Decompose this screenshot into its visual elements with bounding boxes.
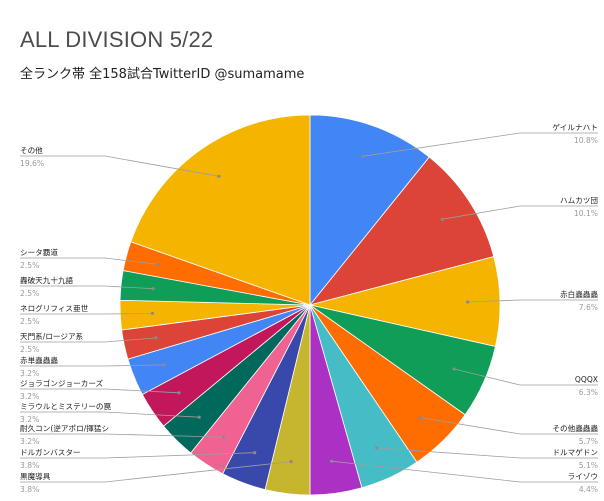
slice-percent: 10.8%	[574, 136, 598, 145]
slice-anchor-dot	[222, 435, 226, 439]
slice-anchor-dot	[150, 311, 155, 315]
slice-label: ネログリフィス亜世	[20, 303, 89, 313]
slice-leader-line	[362, 132, 598, 157]
slice-percent: 3.2%	[20, 392, 39, 401]
slice-leader-line	[20, 313, 153, 315]
slice-leader-line	[20, 337, 156, 343]
slice-label: 黒魔導具	[20, 471, 51, 481]
slice-leader-line	[442, 205, 598, 220]
slice-leader-line	[20, 285, 154, 290]
slice-anchor-dot	[154, 336, 158, 340]
slice-leader-line	[454, 368, 598, 386]
slice-anchor-dot	[217, 174, 221, 178]
slice-anchor-dot	[440, 217, 444, 221]
slice-percent: 3.2%	[20, 369, 39, 378]
slice-anchor-dot	[253, 451, 257, 455]
slice-label: ライゾウ	[568, 472, 598, 481]
slice-leader-line	[20, 411, 200, 418]
slice-percent: 2.5%	[20, 345, 39, 354]
slice-percent: 10.1%	[574, 209, 598, 218]
slice-percent: 3.8%	[20, 461, 39, 470]
slice-anchor-dot	[156, 262, 160, 266]
slice-percent: 5.1%	[579, 461, 598, 470]
slice-percent: 3.2%	[20, 437, 39, 446]
slice-leader-line	[20, 388, 180, 394]
slice-anchor-dot	[162, 363, 166, 367]
slice-percent: 7.6%	[579, 303, 598, 312]
slice-label: ドルガンバスター	[20, 447, 81, 457]
slice-percent: 4.4%	[579, 485, 598, 494]
slice-label: 赤白蟲蟲蟲	[560, 289, 598, 299]
slice-label: 赤単蟲蟲蟲	[20, 355, 58, 365]
slice-leader-line	[467, 299, 598, 303]
pie-labels: ゲイルナハト 10.8% ハムカツ団 10.1% 赤白蟲蟲蟲 7.6% QQQX 6.3% その…	[20, 123, 598, 494]
pie-slices	[119, 114, 501, 496]
slice-leader-line	[331, 460, 598, 483]
slice-anchor-dot	[289, 460, 293, 464]
slice-anchor-dot	[418, 416, 423, 420]
slice-leader-line	[20, 155, 219, 177]
slice-percent: 19.6%	[20, 159, 44, 168]
chart-subtitle: 全ランク帯 全158試合TwitterID @sumamame	[20, 67, 305, 82]
slice-label: QQQX	[575, 375, 598, 384]
slice-percent: 3.8%	[20, 485, 39, 494]
slice-anchor-dot	[151, 287, 155, 291]
slice-percent: 2.5%	[20, 261, 39, 270]
slice-anchor-dot	[466, 300, 470, 304]
slice-label: ミラウルとミステリーの罠	[20, 402, 112, 411]
slice-leader-line	[376, 447, 598, 459]
slice-anchor-dot	[360, 154, 365, 158]
slice-percent: 5.7%	[579, 437, 598, 446]
slice-leader-line	[20, 433, 224, 438]
chart-title: ALL DIVISION 5/22	[20, 27, 214, 52]
slice-leader-line	[20, 364, 165, 367]
slice-label: 轟破天九十九語	[20, 275, 74, 285]
pie-slice	[309, 114, 430, 307]
slice-label: ドルマゲドン	[552, 448, 598, 457]
slice-label: ハムカツ団	[560, 196, 598, 205]
slice-leader-line	[20, 452, 255, 459]
slice-percent: 2.5%	[20, 289, 39, 298]
slice-anchor-dot	[197, 415, 201, 419]
slice-label: ゲイルナハト	[552, 123, 598, 132]
slice-percent: 2.5%	[20, 317, 39, 326]
slice-anchor-dot	[452, 367, 456, 371]
slice-anchor-dot	[375, 446, 379, 450]
pie-slice	[308, 156, 495, 306]
slice-percent: 3.2%	[20, 415, 39, 424]
slice-leader-line	[420, 417, 598, 435]
slice-label: その他	[20, 145, 43, 155]
slice-label: その他蟲蟲蟲	[552, 423, 598, 433]
slice-label: 耐久コン(逆アポロ/揮猛シ	[20, 423, 109, 433]
pie-slice	[130, 114, 311, 306]
slice-leader-line	[20, 461, 292, 483]
slice-label: 天門系/ロージア系	[20, 331, 84, 341]
slice-anchor-dot	[330, 459, 334, 463]
slice-anchor-dot	[177, 391, 181, 395]
slice-percent: 6.3%	[579, 388, 598, 397]
slice-label: シータ覇道	[20, 247, 58, 257]
slice-label: ジョラゴンジョーカーズ	[20, 378, 104, 388]
slice-leader-line	[20, 257, 158, 265]
